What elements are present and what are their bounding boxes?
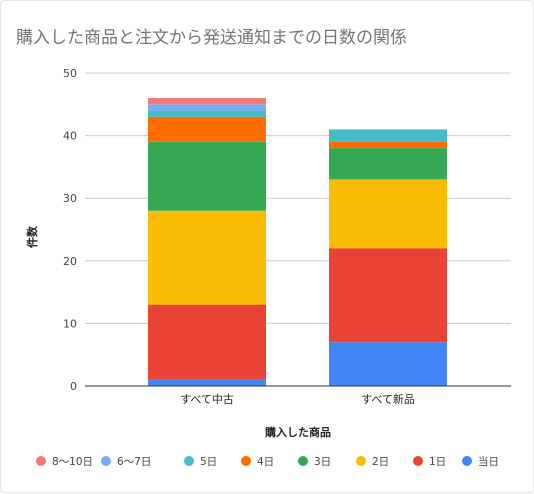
y-tick-label: 50 <box>63 67 77 80</box>
y-tick-label: 20 <box>63 255 77 268</box>
bar-segment <box>148 210 266 305</box>
y-tick-label: 0 <box>70 380 77 393</box>
y-axis-title: 件数 <box>25 225 39 248</box>
legend-label: 5日 <box>200 456 217 468</box>
legend-swatch <box>298 456 308 466</box>
legend-label: 6〜7日 <box>117 456 151 468</box>
bar-segment <box>329 179 447 249</box>
bar-segment <box>329 141 447 149</box>
x-tick-label: すべて中古 <box>180 393 234 406</box>
bar-segment <box>148 304 266 380</box>
bar-segment <box>148 104 266 111</box>
legend-swatch <box>101 456 111 466</box>
chart-title: 購入した商品と注文から発送通知までの日数の関係 <box>16 28 407 48</box>
bar-segment <box>148 116 266 142</box>
legend-swatch <box>184 456 194 466</box>
bar-segment <box>329 148 447 180</box>
bar-segment <box>329 342 447 386</box>
y-tick-label: 30 <box>63 192 77 205</box>
bar-segment <box>148 141 266 211</box>
legend-label: 8〜10日 <box>52 456 93 468</box>
bar-segment <box>329 248 447 343</box>
legend-label: 2日 <box>372 456 389 468</box>
legend-swatch <box>462 456 472 466</box>
legend-label: 1日 <box>429 456 446 468</box>
legend-label: 当日 <box>478 455 499 468</box>
legend-label: 3日 <box>314 456 331 468</box>
legend-swatch <box>413 456 423 466</box>
y-tick-label: 40 <box>63 130 77 143</box>
bar-segment <box>329 129 447 142</box>
x-axis-title: 購入した商品 <box>264 425 331 439</box>
x-tick-label: すべて新品 <box>361 392 415 406</box>
legend-swatch <box>36 456 46 466</box>
legend-swatch <box>356 456 366 466</box>
bar-segment <box>148 379 266 386</box>
legend-label: 4日 <box>257 456 274 468</box>
bar-segment <box>148 98 266 105</box>
bar-segment <box>148 110 266 117</box>
legend-swatch <box>241 456 251 466</box>
y-tick-label: 10 <box>63 317 77 330</box>
